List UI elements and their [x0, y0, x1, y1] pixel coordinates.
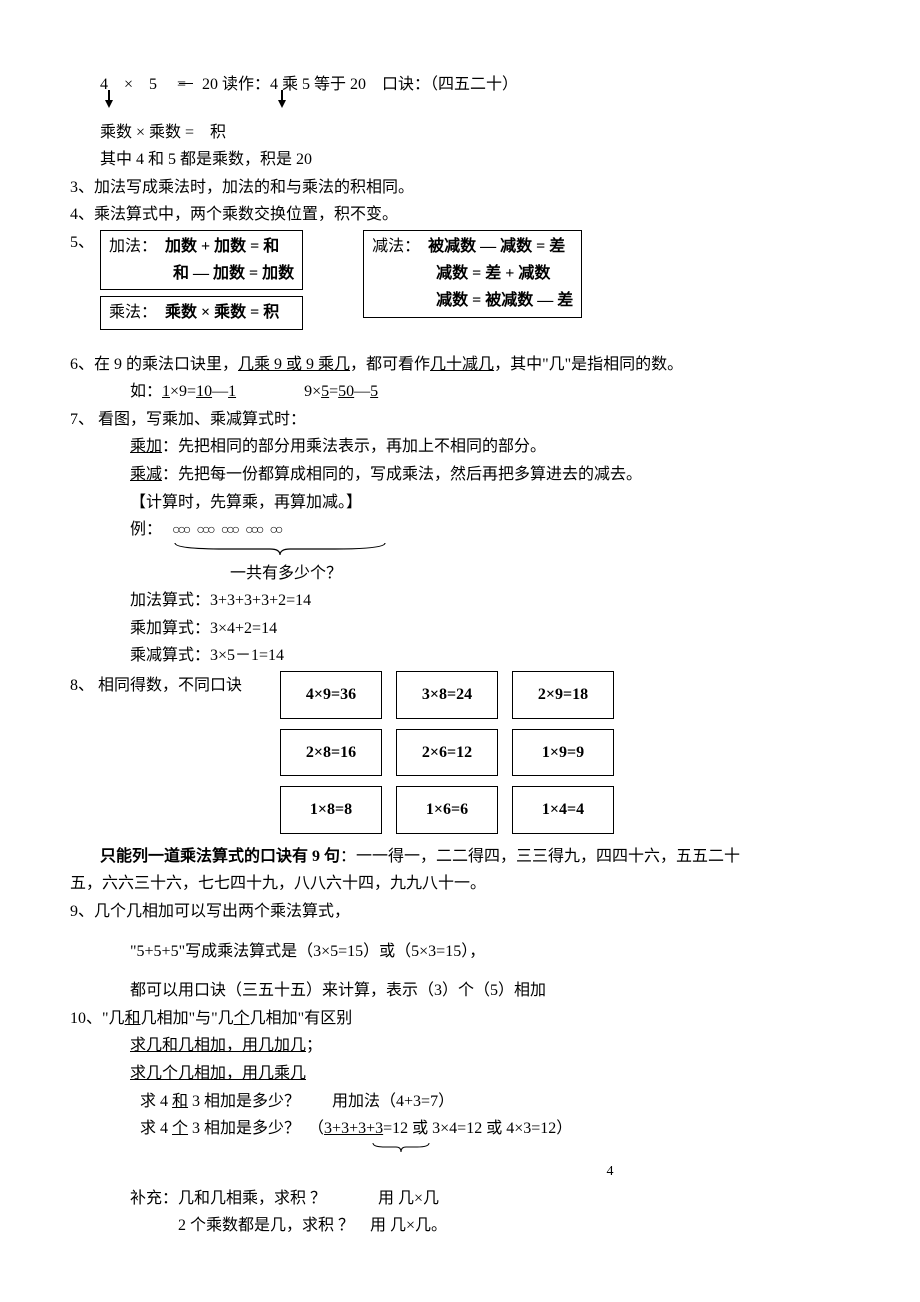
point-8b-l1: 只能列一道乘法算式的口诀有 9 句：一一得一，二二得四，三三得九，四四十六，五五… — [100, 844, 850, 870]
point-8-head: 8、 相同得数，不同口诀 — [70, 673, 270, 699]
point-3: 3、加法写成乘法时，加法的和与乘法的积相同。 — [70, 175, 850, 201]
circle-group: ○○○ — [172, 520, 188, 542]
arrow-icon — [105, 100, 113, 108]
brace-label: 4 — [370, 1161, 850, 1183]
point-5-label: 5、 — [70, 230, 100, 256]
point-10-supp2: 2 个乘数都是几，求积 ？ 用 几×几。 — [178, 1213, 850, 1239]
eq-box: 1×6=6 — [396, 786, 498, 834]
point-4: 4、乘法算式中，两个乘数交换位置，积不变。 — [70, 202, 850, 228]
arrow-icon — [278, 100, 286, 108]
point-8-section: 8、 相同得数，不同口诀 4×9=36 3×8=24 2×9=18 2×8=16… — [70, 671, 850, 834]
eq-box: 1×4=4 — [512, 786, 614, 834]
factors-line: 乘数 × 乘数 = 积 — [100, 120, 850, 146]
eq-box: 2×6=12 — [396, 729, 498, 777]
multiplication-box: 乘法： 乘数 × 乘数 = 积 — [100, 296, 303, 329]
point-10-l2: 求几个几相加，用几乘几 — [130, 1061, 850, 1087]
point-9-l1: "5+5+5"写成乘法算式是（3×5=15）或（5×3=15）， — [130, 939, 850, 965]
point-7-a1: 加法算式：3+3+3+3+2=14 — [130, 588, 850, 614]
point-7-head: 7、 看图，写乘加、乘减算式时： — [70, 407, 850, 433]
eq-box: 1×8=8 — [280, 786, 382, 834]
point-9-head: 9、几个几相加可以写出两个乘法算式， — [70, 899, 850, 925]
point-10-head: 10、"几和几相加"与"几个几相加"有区别 — [70, 1006, 850, 1032]
brace-icon — [170, 541, 390, 559]
point-8b-l2: 五，六六三十六，七七四十九，八八六十四，九九八十一。 — [70, 871, 850, 897]
circle-group: ○○ — [270, 520, 281, 542]
small-brace-container: 4 — [370, 1138, 850, 1184]
point-6-example: 如：1×9=10—1 9×5=50—5 — [130, 379, 850, 405]
point-7-l1: 乘加：先把相同的部分用乘法表示，再加上不相同的部分。 — [130, 434, 850, 460]
point-7-l2: 乘减：先把每一份都算成相同的，写成乘法，然后再把多算进去的减去。 — [130, 462, 850, 488]
left-formula-group: 加法： 加数 + 加数 = 和 和 — 加数 = 加数 乘法： 乘数 × 乘数 … — [100, 230, 303, 330]
point-7-l3: 【计算时，先算乘，再算加减。】 — [130, 490, 850, 516]
brace-container — [170, 541, 850, 559]
point-7-example: 例： ○○○ ○○○ ○○○ ○○○ ○○ — [130, 517, 850, 543]
point-7-question: 一共有多少个？ — [230, 561, 850, 587]
point-7-a2: 乘加算式：3×4+2=14 — [130, 616, 850, 642]
expression-line: 4 × 5 = 20 读作：4 乘 5 等于 20 口诀：（四五二十） — [100, 72, 850, 98]
point-10-l1: 求几和几相加，用几加几； — [130, 1033, 850, 1059]
point-7-a3: 乘减算式：3×5－1=14 — [130, 643, 850, 669]
eq-box: 1×9=9 — [512, 729, 614, 777]
eq-box: 2×9=18 — [512, 671, 614, 719]
circle-group: ○○○ — [196, 520, 212, 542]
eq-box: 2×8=16 — [280, 729, 382, 777]
explain-line: 其中 4 和 5 都是乘数，积是 20 — [100, 147, 850, 173]
point-6: 6、在 9 的乘法口诀里，几乘 9 或 9 乘几，都可看作几十减几，其中"几"是… — [70, 352, 850, 378]
arrow-row — [100, 100, 850, 118]
strike-line — [179, 83, 193, 84]
circle-group: ○○○ — [245, 520, 261, 542]
brace-icon — [370, 1141, 432, 1155]
subtraction-box: 减法： 被减数 — 减数 = 差 减数 = 差 + 减数 减数 = 被减数 — … — [363, 230, 582, 318]
addition-box: 加法： 加数 + 加数 = 和 和 — 加数 = 加数 — [100, 230, 303, 290]
circle-group: ○○○ — [221, 520, 237, 542]
equations-grid: 4×9=36 3×8=24 2×9=18 2×8=16 2×6=12 1×9=9… — [280, 671, 614, 834]
eq-box: 3×8=24 — [396, 671, 498, 719]
expr-text: 4 × 5 = 20 读作：4 乘 5 等于 20 口诀：（四五二十） — [100, 76, 518, 93]
eq-box: 4×9=36 — [280, 671, 382, 719]
point-10-l3: 求 4 和 3 相加是多少？ 用加法（4+3=7） — [140, 1089, 850, 1115]
circles-diagram: ○○○ ○○○ ○○○ ○○○ ○○ — [172, 520, 280, 542]
point-9-l2: 都可以用口诀（三五十五）来计算，表示（3）个（5）相加 — [130, 978, 850, 1004]
point-10-supp1: 补充：几和几相乘，求积 ？ 用 几×几 — [130, 1186, 850, 1212]
